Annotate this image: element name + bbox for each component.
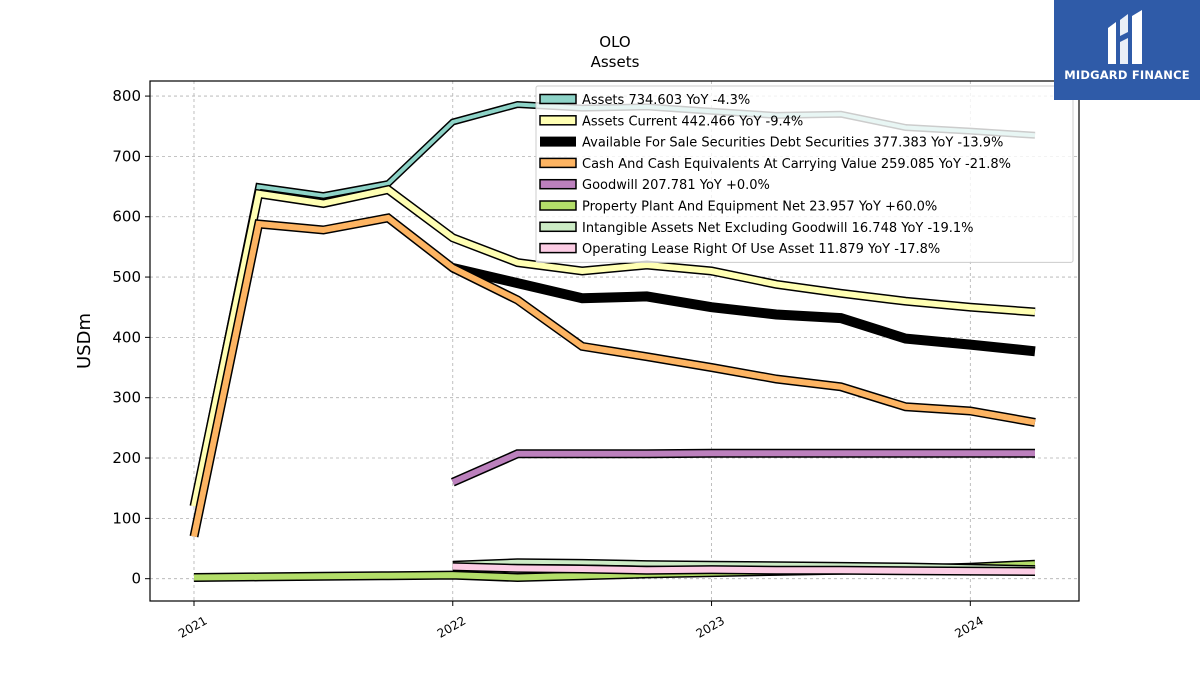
legend-entry: Cash And Cash Equivalents At Carrying Va… [582,157,1011,172]
legend-swatch [539,93,577,105]
legend-entry: Operating Lease Right Of Use Asset 11.87… [582,242,940,257]
midgard-logo-icon [1108,10,1142,64]
y-tick-label: 400 [112,328,141,346]
legend-entry: Goodwill 207.781 YoY +0.0% [582,178,770,193]
series-line [451,263,1036,357]
legend-swatch [539,178,577,190]
legend-swatch [539,221,577,233]
legend-entry: Intangible Assets Net Excluding Goodwill… [582,221,973,236]
legend-swatch [540,136,576,147]
series-stroke [452,563,1036,575]
legend-box [535,85,1074,263]
legend-swatch [539,157,577,169]
legend-entry: Property Plant And Equipment Net 23.957 … [582,200,937,215]
series-group [189,100,1036,583]
legend-entry: Available For Sale Securities Debt Secur… [582,136,1003,151]
y-tick-label: 200 [112,449,141,467]
chart-title: OLO [599,33,630,51]
series-outline [450,448,1035,487]
brand-logo: MIDGARD FINANCE [1054,0,1200,100]
series-stroke [191,214,1036,538]
legend-swatch [539,200,577,211]
series-line [189,213,1036,538]
y-tick-label: 0 [131,570,141,588]
plot-frame [149,80,1080,602]
x-tick-label: 2022 [435,613,468,640]
x-tick-label: 2024 [952,613,985,640]
series-line [450,448,1035,487]
chart-subtitle: Assets [591,53,640,71]
y-tick-label: 500 [112,268,141,286]
y-tick-label: 600 [112,208,141,226]
legend-swatch [539,242,577,254]
series-stroke [191,186,1036,507]
legend-entry: Assets Current 442.466 YoY -9.4% [582,114,803,129]
series-line [452,562,1036,576]
y-tick-label: 100 [112,509,141,527]
legend: Assets 734.603 YoY -4.3% Assets Current 4… [535,85,1074,263]
legend-swatch [539,115,577,126]
logo-text: MIDGARD FINANCE [1064,68,1190,82]
y-axis-label: USDm [74,313,95,369]
series-line [189,184,1036,508]
y-axis: 0 100 200 300 400 500 600 700 800 [112,87,150,588]
y-tick-label: 700 [112,147,141,165]
x-axis: 2021 2022 2023 2024 [176,601,986,641]
x-tick-label: 2023 [694,613,727,640]
series-stroke [451,263,1036,357]
y-tick-label: 300 [112,389,141,407]
y-tick-label: 800 [112,87,141,105]
series-stroke [451,450,1035,485]
legend-entry: Assets 734.603 YoY -4.3% [582,93,750,108]
x-tick-label: 2021 [176,613,209,640]
